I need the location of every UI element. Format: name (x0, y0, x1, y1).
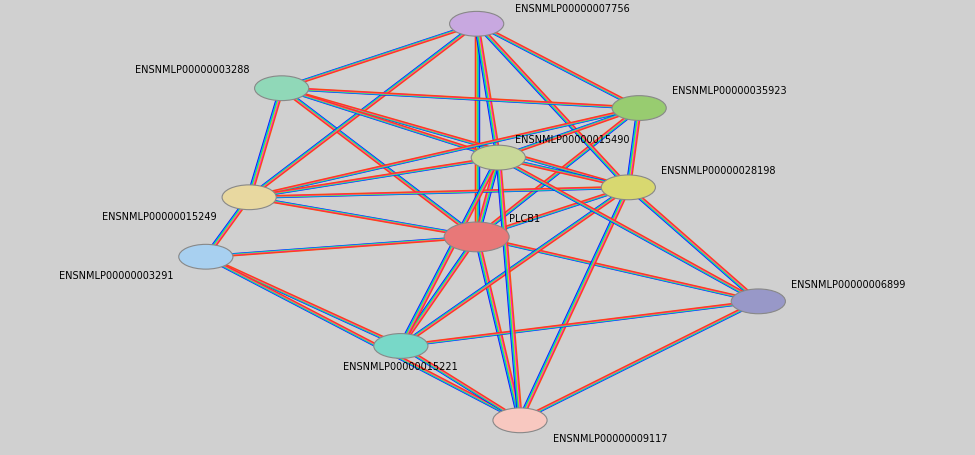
Text: ENSNMLP00000015221: ENSNMLP00000015221 (343, 361, 458, 371)
Circle shape (222, 186, 276, 210)
Text: ENSNMLP00000015490: ENSNMLP00000015490 (515, 135, 629, 144)
Text: ENSNMLP00000015249: ENSNMLP00000015249 (102, 212, 216, 222)
Text: ENSNMLP00000006899: ENSNMLP00000006899 (791, 279, 905, 289)
Circle shape (373, 334, 428, 359)
Circle shape (178, 245, 233, 269)
Circle shape (449, 12, 504, 37)
Circle shape (471, 146, 526, 171)
Text: ENSNMLP00000028198: ENSNMLP00000028198 (661, 165, 775, 175)
Circle shape (731, 289, 786, 314)
Text: PLCB1: PLCB1 (509, 213, 540, 223)
Text: ENSNMLP00000003288: ENSNMLP00000003288 (135, 65, 250, 75)
Text: ENSNMLP00000007756: ENSNMLP00000007756 (515, 4, 629, 14)
Text: ENSNMLP00000003291: ENSNMLP00000003291 (58, 270, 174, 280)
Circle shape (254, 76, 309, 101)
Circle shape (493, 408, 547, 433)
Text: ENSNMLP00000009117: ENSNMLP00000009117 (553, 433, 667, 443)
Circle shape (445, 222, 509, 252)
Circle shape (602, 176, 655, 200)
Text: ENSNMLP00000035923: ENSNMLP00000035923 (672, 86, 786, 96)
Circle shape (612, 96, 666, 121)
